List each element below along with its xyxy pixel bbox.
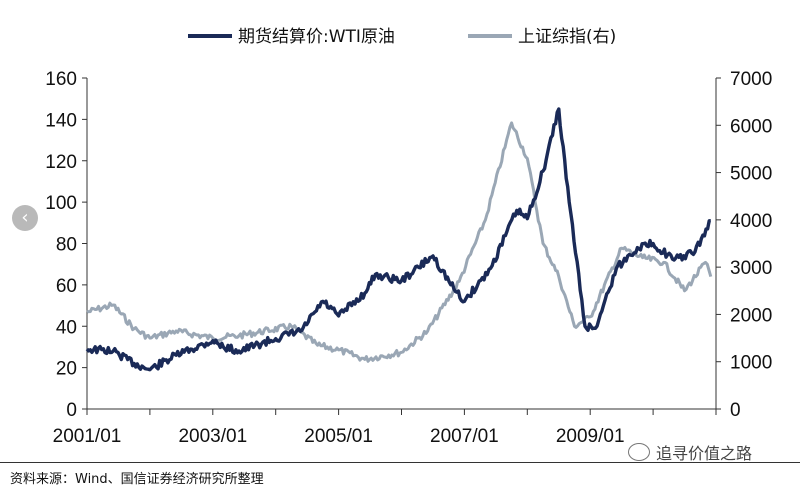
- series-line-wti: [85, 107, 711, 372]
- y-left-tick-label: 80: [56, 235, 77, 256]
- footer-divider: [0, 462, 800, 463]
- y-left-tick-label: 160: [45, 69, 77, 90]
- source-note: 资料来源：Wind、国信证券经济研究所整理: [10, 472, 264, 487]
- y-left-tick-label: 20: [56, 359, 77, 380]
- watermark-text: 追寻价值之路: [656, 444, 753, 463]
- chart: 期货结算价:WTI原油 上证综指(右) 0 20 40 60 80 100 120 140 16…: [45, 27, 772, 447]
- y-left-tick-label: 40: [56, 317, 77, 338]
- legend-label-shcomp: 上证综指(右): [518, 27, 616, 47]
- x-tick-label: 2009/01: [556, 426, 625, 447]
- y-left-tick-label: 100: [45, 193, 77, 214]
- series-layer: [85, 107, 713, 372]
- x-tick-label: 2001/01: [53, 426, 122, 447]
- y-right-tick-label: 0: [730, 400, 741, 421]
- legend-label-wti: 期货结算价:WTI原油: [238, 27, 395, 47]
- prev-slide-button[interactable]: ‹: [12, 205, 38, 231]
- series-line-shcomp: [86, 121, 713, 363]
- x-tick-label: 2003/01: [178, 426, 247, 447]
- y-right-tick-label: 1000: [730, 353, 772, 374]
- y-left-tick-label: 60: [56, 276, 77, 297]
- y-left-tick-label: 0: [66, 400, 77, 421]
- y-right-tick-label: 4000: [730, 211, 772, 232]
- x-tick-label: 2005/01: [304, 426, 373, 447]
- wechat-icon: [628, 443, 650, 461]
- y-right-tick-label: 6000: [730, 116, 772, 137]
- chevron-left-icon: ‹: [21, 207, 29, 228]
- y-right-tick-label: 5000: [730, 164, 772, 185]
- axes: 0 20 40 60 80 100 120 140 160 0 1000 2000 3000 4000 50…: [45, 69, 772, 447]
- watermark: 追寻价值之路: [628, 440, 752, 464]
- y-right-tick-label: 3000: [730, 258, 772, 279]
- y-left-tick-label: 120: [45, 152, 77, 173]
- legend: 期货结算价:WTI原油 上证综指(右): [188, 27, 616, 47]
- x-tick-label: 2007/01: [430, 426, 499, 447]
- y-left-tick-label: 140: [45, 110, 77, 131]
- y-right-tick-label: 7000: [730, 69, 772, 90]
- y-right-tick-label: 2000: [730, 305, 772, 326]
